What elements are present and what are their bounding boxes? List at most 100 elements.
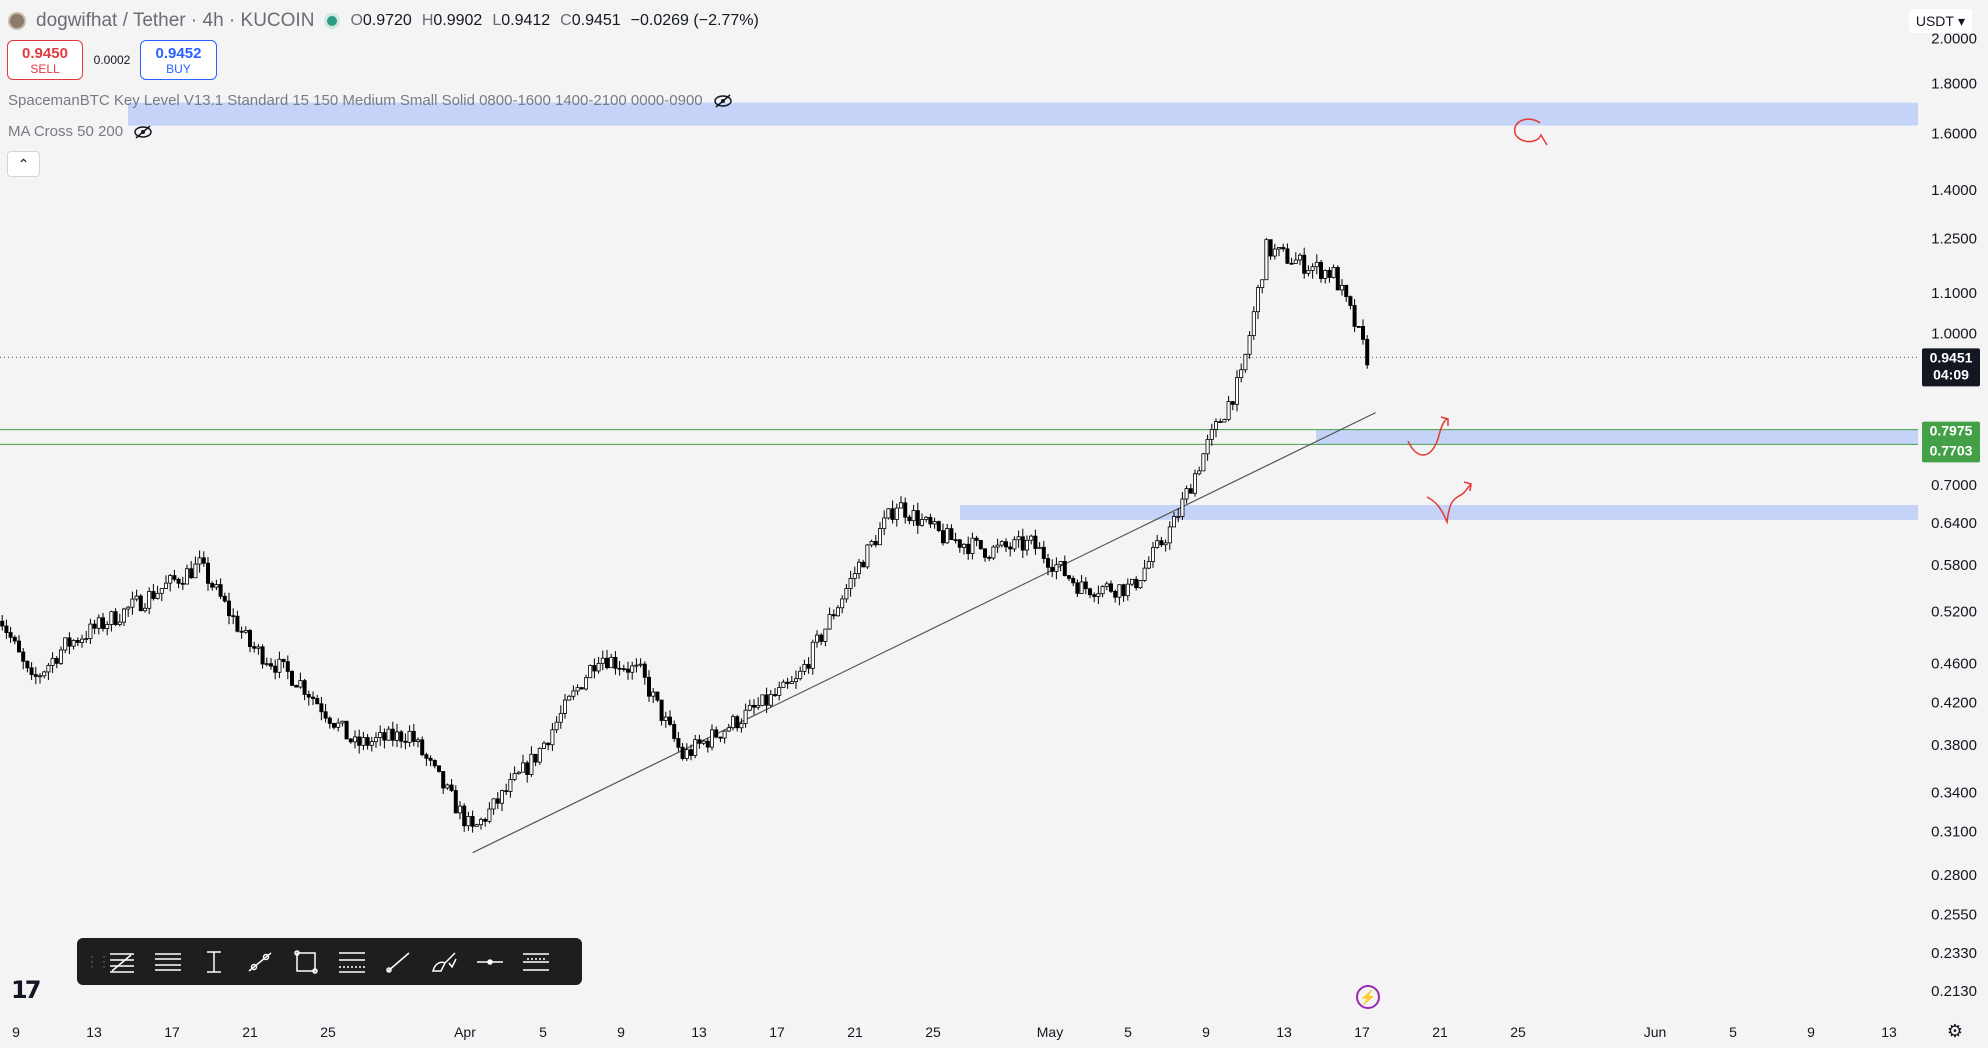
zone-rect[interactable] bbox=[1316, 429, 1918, 445]
collapse-indicators-button[interactable]: ⌃ bbox=[7, 151, 40, 177]
candle bbox=[184, 564, 189, 585]
candle bbox=[168, 573, 173, 592]
position-icon[interactable] bbox=[513, 938, 559, 985]
candle bbox=[1365, 335, 1370, 369]
candle bbox=[222, 592, 227, 603]
candle bbox=[760, 694, 765, 707]
brush-icon[interactable] bbox=[421, 938, 467, 985]
candle bbox=[1029, 534, 1034, 545]
candle bbox=[59, 646, 64, 666]
sell-button[interactable]: 0.9450 SELL bbox=[7, 40, 83, 80]
market-status-icon[interactable] bbox=[324, 13, 341, 29]
candle bbox=[92, 619, 97, 635]
candle bbox=[1176, 508, 1181, 523]
x-tick-label: 17 bbox=[1354, 1024, 1370, 1040]
drag-handle-icon[interactable]: ⋮⋮ bbox=[85, 953, 111, 969]
candle bbox=[38, 672, 43, 684]
rectangle-icon[interactable] bbox=[283, 938, 329, 985]
hidden-eye-icon[interactable] bbox=[713, 93, 733, 108]
candle bbox=[768, 689, 773, 708]
candle bbox=[676, 732, 681, 752]
fib-channel-icon[interactable] bbox=[329, 938, 375, 985]
trendline[interactable] bbox=[472, 412, 1376, 854]
candle bbox=[25, 660, 30, 673]
candle bbox=[109, 610, 114, 632]
x-tick-label: 17 bbox=[164, 1024, 180, 1040]
y-tick-label: 1.0000 bbox=[1931, 325, 1977, 342]
candle bbox=[852, 566, 857, 587]
candle bbox=[668, 710, 673, 727]
candle bbox=[542, 741, 547, 749]
candle bbox=[466, 811, 471, 831]
candle bbox=[373, 732, 378, 748]
candle bbox=[436, 765, 441, 773]
buy-button[interactable]: 0.9452 BUY bbox=[140, 40, 217, 80]
candle bbox=[1335, 265, 1340, 291]
candle bbox=[122, 607, 127, 627]
candle bbox=[1272, 243, 1277, 260]
candle bbox=[584, 674, 589, 691]
candle bbox=[844, 583, 849, 603]
indicator-key-level[interactable]: SpacemanBTC Key Level V13.1 Standard 15 … bbox=[8, 92, 733, 109]
candle bbox=[1247, 331, 1252, 359]
candle bbox=[1016, 530, 1021, 548]
candle bbox=[306, 690, 311, 706]
candle bbox=[773, 688, 778, 698]
candle bbox=[138, 593, 143, 612]
candle bbox=[1088, 587, 1093, 599]
candle bbox=[802, 659, 807, 676]
candle bbox=[1226, 395, 1231, 422]
symbol-header[interactable]: dogwifhat / Tether · 4h · KUCOIN O0.9720… bbox=[8, 8, 759, 34]
currency-select[interactable]: USDT ▾ bbox=[1908, 9, 1972, 33]
candle bbox=[277, 651, 282, 679]
candle bbox=[1356, 326, 1361, 328]
price-tag-label: 0.7975 bbox=[1930, 423, 1973, 439]
candle bbox=[680, 743, 685, 761]
candle bbox=[626, 661, 631, 680]
candle bbox=[655, 691, 660, 703]
x-tick-label: May bbox=[1037, 1024, 1063, 1040]
hidden-eye-icon[interactable] bbox=[133, 124, 153, 139]
price-tag-label: 04:09 bbox=[1933, 366, 1969, 382]
x-tick-label: Jun bbox=[1644, 1024, 1667, 1040]
measure-icon[interactable] bbox=[191, 938, 237, 985]
candle bbox=[970, 532, 975, 560]
candle bbox=[1197, 466, 1202, 476]
gear-icon[interactable]: ⚙ bbox=[1946, 1021, 1963, 1041]
candle bbox=[836, 605, 841, 617]
indicator-ma-cross[interactable]: MA Cross 50 200 bbox=[8, 123, 153, 140]
candle bbox=[747, 699, 752, 712]
candle bbox=[1243, 353, 1248, 373]
candle bbox=[1100, 585, 1105, 598]
candle bbox=[1134, 576, 1139, 591]
candle bbox=[928, 513, 933, 528]
candle bbox=[1146, 556, 1151, 570]
fib-icon[interactable] bbox=[99, 938, 145, 985]
candle bbox=[46, 662, 51, 680]
candle bbox=[415, 737, 420, 748]
candle bbox=[983, 548, 988, 562]
y-tick-label: 0.5800 bbox=[1931, 557, 1977, 574]
candle bbox=[630, 661, 635, 680]
candle bbox=[1193, 469, 1198, 497]
zone-rect[interactable] bbox=[960, 504, 1918, 520]
x-tick-label: 5 bbox=[539, 1024, 547, 1040]
candle bbox=[71, 639, 76, 650]
y-tick-label: 0.2550 bbox=[1931, 907, 1977, 924]
symbol-title[interactable]: dogwifhat / Tether · 4h · KUCOIN bbox=[36, 10, 315, 31]
parallel-lines-icon[interactable] bbox=[145, 938, 191, 985]
candle bbox=[941, 523, 946, 546]
ray-icon[interactable] bbox=[375, 938, 421, 985]
candle bbox=[978, 539, 983, 550]
trend-angle-icon[interactable] bbox=[237, 938, 283, 985]
y-tick-label: 0.3100 bbox=[1931, 824, 1977, 841]
change-value: −0.0269 (−2.77%) bbox=[630, 12, 759, 29]
candle bbox=[193, 556, 198, 579]
candle bbox=[1008, 542, 1013, 557]
zone-rect[interactable] bbox=[128, 102, 1918, 126]
candle bbox=[205, 557, 210, 591]
candle bbox=[567, 694, 572, 701]
horizontal-line-icon[interactable] bbox=[467, 938, 513, 985]
lightning-icon[interactable]: ⚡ bbox=[1356, 985, 1380, 1009]
